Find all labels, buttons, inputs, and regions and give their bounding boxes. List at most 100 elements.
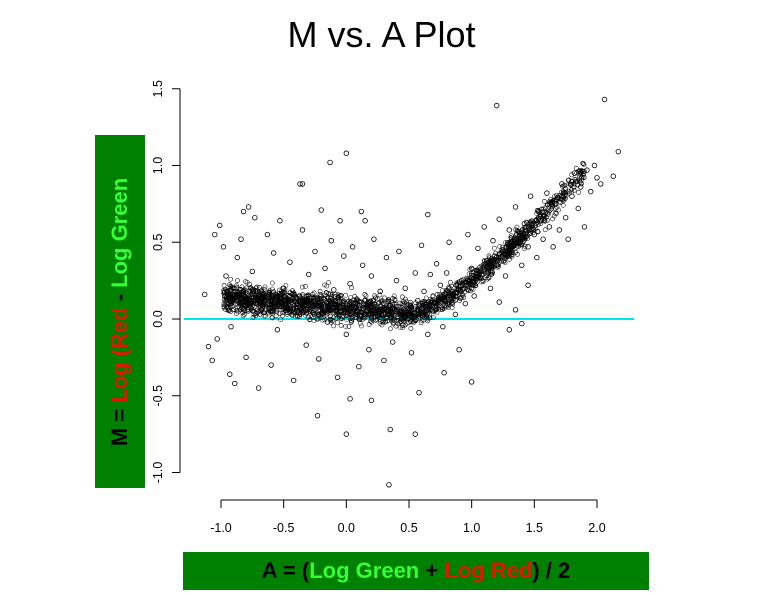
y-label-part: M = <box>107 402 132 446</box>
data-point <box>462 300 469 307</box>
data-point <box>368 397 375 404</box>
data-point <box>341 253 347 259</box>
data-point <box>546 224 553 230</box>
x-label-part: A = ( <box>261 558 310 583</box>
data-point <box>475 245 481 252</box>
data-point <box>588 188 594 195</box>
data-point <box>214 336 220 342</box>
data-point <box>421 288 427 295</box>
data-point <box>337 218 343 224</box>
data-point <box>487 285 494 291</box>
data-point <box>290 377 297 384</box>
data-point <box>615 148 622 155</box>
data-point <box>383 254 390 261</box>
data-point <box>525 282 531 288</box>
data-point <box>209 357 215 364</box>
y-label-part: Log Green <box>107 177 132 288</box>
data-point <box>425 211 431 218</box>
data-point <box>506 327 512 333</box>
data-point <box>232 380 238 387</box>
data-point <box>456 254 462 261</box>
data-point <box>527 193 534 199</box>
x-tick-label: -0.5 <box>273 521 295 535</box>
data-point <box>299 227 306 233</box>
x-tick-label: -1.0 <box>210 521 232 535</box>
data-point <box>506 227 512 233</box>
data-point <box>223 273 229 279</box>
y-label-part: - <box>107 287 132 307</box>
data-point <box>519 320 525 327</box>
data-point <box>371 236 377 242</box>
data-point <box>446 239 452 245</box>
x-tick-label: 1.5 <box>526 521 543 535</box>
x-label-part: Log Green <box>309 558 420 583</box>
data-point <box>598 181 604 187</box>
data-point <box>331 287 337 293</box>
data-point <box>343 150 350 156</box>
data-point <box>270 250 277 256</box>
data-point <box>274 327 281 333</box>
y-tick-label: 0.5 <box>151 234 165 251</box>
data-point <box>240 208 247 215</box>
data-point <box>228 323 234 330</box>
data-point <box>359 262 366 268</box>
data-point <box>381 357 387 364</box>
y-tick-label: 1.5 <box>151 80 165 97</box>
data-point <box>571 170 578 176</box>
data-point <box>591 162 598 169</box>
y-tick-label: 1.0 <box>151 157 165 174</box>
data-point <box>303 342 309 348</box>
x-tick-label: 0.0 <box>338 521 355 535</box>
point-cloud-density <box>221 160 587 332</box>
data-point <box>490 238 496 244</box>
data-point <box>443 270 450 276</box>
data-point <box>452 311 459 318</box>
data-point <box>314 413 321 419</box>
data-point <box>471 293 477 299</box>
data-point <box>343 431 350 437</box>
data-point <box>245 204 252 210</box>
data-point <box>217 222 223 229</box>
data-point <box>418 242 425 249</box>
data-point <box>362 218 368 224</box>
data-point <box>556 227 563 233</box>
y-tick-label: 0.0 <box>151 310 165 327</box>
dense-points <box>221 160 587 332</box>
data-point <box>575 205 581 212</box>
data-point <box>396 248 402 255</box>
x-axis-label-box: A = (Log Green + Log Red) / 2 <box>183 552 649 590</box>
data-point <box>594 175 600 181</box>
data-point <box>349 244 356 250</box>
data-point <box>441 370 447 376</box>
data-point <box>427 271 434 278</box>
y-label-part: Log (Red <box>107 306 132 403</box>
data-point <box>468 379 475 385</box>
data-point <box>249 268 256 275</box>
data-point <box>264 231 271 238</box>
data-point <box>297 181 303 187</box>
data-point <box>550 244 556 250</box>
data-point <box>358 208 365 215</box>
data-point <box>512 204 519 210</box>
data-point <box>412 431 418 437</box>
x-label-part: Log Red <box>444 558 533 583</box>
data-point <box>610 173 616 179</box>
data-point <box>322 265 328 272</box>
data-point <box>456 347 462 353</box>
data-point <box>327 159 333 166</box>
data-point <box>386 482 392 488</box>
data-point <box>343 331 350 338</box>
data-point <box>277 218 283 224</box>
data-point <box>390 339 396 345</box>
data-point <box>534 254 540 261</box>
data-point <box>393 277 400 284</box>
data-point <box>287 259 293 265</box>
data-point <box>212 231 218 238</box>
data-point <box>512 307 519 313</box>
data-point <box>544 190 550 196</box>
data-point <box>425 331 431 338</box>
data-point <box>569 193 575 199</box>
data-point <box>334 374 341 381</box>
data-point <box>368 273 375 279</box>
